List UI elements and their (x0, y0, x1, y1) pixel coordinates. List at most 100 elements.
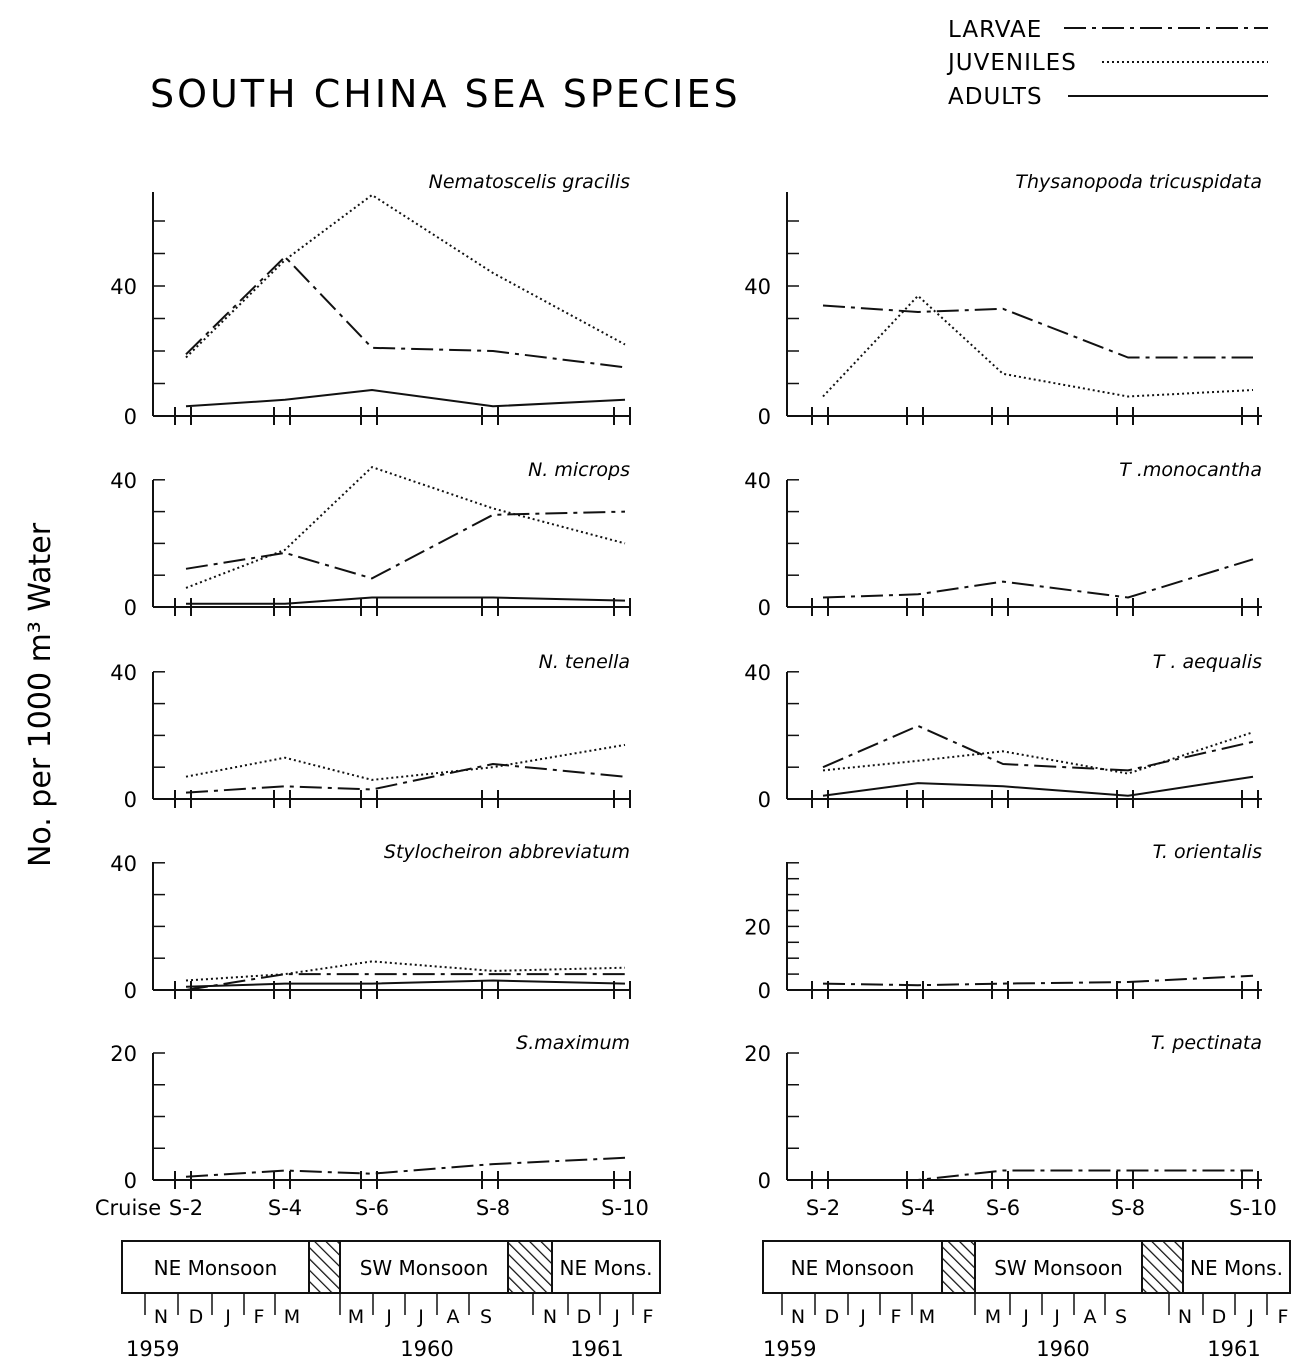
month-label: A (447, 1306, 460, 1328)
series-larvae (823, 306, 1253, 358)
monsoon-transition-band (508, 1241, 552, 1293)
y-tick-label: 0 (124, 596, 137, 620)
chart-title: SOUTH CHINA SEA SPECIES (150, 72, 741, 116)
month-label: S (1115, 1306, 1127, 1328)
series-juveniles (823, 732, 1253, 773)
series-larvae (823, 976, 1253, 986)
month-label: F (643, 1306, 654, 1328)
panel-nematoscelis-gracilis: 0 40 Nematoscelis gracilis (110, 171, 630, 429)
series-adults (823, 777, 1253, 796)
month-label: F (1278, 1306, 1289, 1328)
legend: LARVAE JUVENILES ADULTS (946, 17, 1268, 110)
month-label: N (154, 1306, 168, 1328)
cruise-tick-label: S-8 (1111, 1196, 1145, 1220)
legend-label-adults: ADULTS (948, 84, 1043, 110)
cruise-tick-label: S-10 (601, 1196, 649, 1220)
panel-title: T .monocantha (1119, 459, 1262, 481)
panel-title: T . aequalis (1153, 651, 1262, 673)
cruise-tick-label: S-8 (476, 1196, 510, 1220)
month-label: N (1178, 1306, 1192, 1328)
month-label: M (985, 1306, 1001, 1328)
y-axis-label: No. per 1000 m³ Water (23, 522, 58, 867)
y-tick-label: 0 (758, 1169, 771, 1193)
month-label: J (385, 1306, 392, 1328)
series-larvae (823, 1171, 1253, 1181)
legend-label-larvae: LARVAE (948, 17, 1042, 43)
series-adults (186, 598, 625, 604)
cruise-tick-label: S-2 (806, 1196, 840, 1220)
panel-title: T. orientalis (1153, 841, 1263, 863)
cruise-tick-label: S-4 (901, 1196, 935, 1220)
year-label: 1959 (126, 1337, 179, 1361)
series-larvae (823, 726, 1253, 771)
cruise-axis-label: Cruise (95, 1196, 161, 1220)
month-label: A (1084, 1306, 1097, 1328)
panels: 0 40 Nematoscelis gracilis 0 40 Thysanopoda t… (110, 171, 1262, 1193)
y-tick-label: 40 (744, 275, 771, 299)
y-tick-label: 40 (744, 469, 771, 493)
month-label: D (577, 1306, 592, 1328)
year-label: 1959 (763, 1337, 816, 1361)
y-tick-label: 0 (124, 979, 137, 1003)
monsoon-calendar-1: NE Monsoon SW Monsoon NE Mons.N D J F M M J J A S N D… (122, 1241, 660, 1361)
series-juveniles (186, 745, 625, 780)
panel-title: Stylocheiron abbreviatum (384, 841, 630, 863)
month-label: D (825, 1306, 840, 1328)
month-label: M (284, 1306, 300, 1328)
monsoon-calendar-2: NE Monsoon SW Monsoon NE Mons.N D J F M M J J A S N D… (763, 1241, 1290, 1361)
month-label: M (919, 1306, 935, 1328)
month-label: F (891, 1306, 902, 1328)
y-tick-label: 0 (124, 405, 137, 429)
month-label: N (791, 1306, 805, 1328)
series-juveniles (186, 195, 625, 358)
panel-thysanopoda-tricuspidata: 0 40 Thysanopoda tricuspidata (744, 171, 1262, 429)
panel-t-orientalis: 0 20 T. orientalis (744, 841, 1262, 1003)
month-label: D (1212, 1306, 1227, 1328)
cruise-tick-label: S-2 (169, 1196, 203, 1220)
series-larvae (186, 1158, 625, 1177)
panel-title: S.maximum (516, 1032, 630, 1054)
legend-label-juveniles: JUVENILES (946, 50, 1077, 76)
month-label: J (859, 1306, 866, 1328)
series-larvae (186, 257, 625, 368)
panel-t-aequalis: 0 40 T . aequalis (744, 651, 1262, 812)
monsoon-band-label: SW Monsoon (994, 1256, 1123, 1280)
month-label: S (480, 1306, 492, 1328)
y-tick-label: 0 (758, 979, 771, 1003)
panel-title: N. microps (528, 459, 630, 481)
y-tick-label: 40 (110, 661, 137, 685)
monsoon-transition-band (942, 1241, 975, 1293)
y-tick-label: 0 (758, 788, 771, 812)
y-tick-label: 40 (744, 661, 771, 685)
year-label: 1961 (570, 1337, 623, 1361)
cruise-tick-label: S-10 (1229, 1196, 1277, 1220)
month-label: J (417, 1306, 424, 1328)
series-juveniles (186, 467, 625, 588)
panel-t-pectinata: 0 20 T. pectinata (744, 1032, 1262, 1193)
panel-title: Thysanopoda tricuspidata (1015, 171, 1262, 193)
month-label: M (348, 1306, 364, 1328)
monsoon-band-label: NE Mons. (560, 1256, 653, 1280)
month-label: F (254, 1306, 265, 1328)
panel-title: T. pectinata (1151, 1032, 1262, 1054)
panel-title: N. tenella (539, 651, 630, 673)
y-tick-label: 0 (124, 1169, 137, 1193)
panel-stylocheiron-abbreviatum: 0 40 Stylocheiron abbreviatum (110, 841, 630, 1003)
monsoon-band-label: NE Mons. (1190, 1256, 1283, 1280)
month-label: J (1247, 1306, 1254, 1328)
month-label: J (613, 1306, 620, 1328)
y-tick-label: 40 (110, 852, 137, 876)
month-label: J (1053, 1306, 1060, 1328)
year-label: 1960 (1036, 1337, 1089, 1361)
cruise-labels: Cruise S-2 S-4 S-6 S-8 S-10 S-2 S-4 S-6 S-8 S-10 (95, 1196, 1277, 1220)
month-label: N (543, 1306, 557, 1328)
y-tick-label: 40 (110, 275, 137, 299)
panel-n-microps: 0 40 N. microps (110, 459, 630, 620)
series-juveniles (823, 296, 1253, 397)
panel-t-monocantha: 0 40 T .monocantha (744, 459, 1262, 620)
cruise-tick-label: S-6 (355, 1196, 389, 1220)
series-adults (186, 981, 625, 987)
series-juveniles (186, 961, 625, 980)
series-larvae (186, 764, 625, 793)
y-tick-label: 0 (758, 405, 771, 429)
